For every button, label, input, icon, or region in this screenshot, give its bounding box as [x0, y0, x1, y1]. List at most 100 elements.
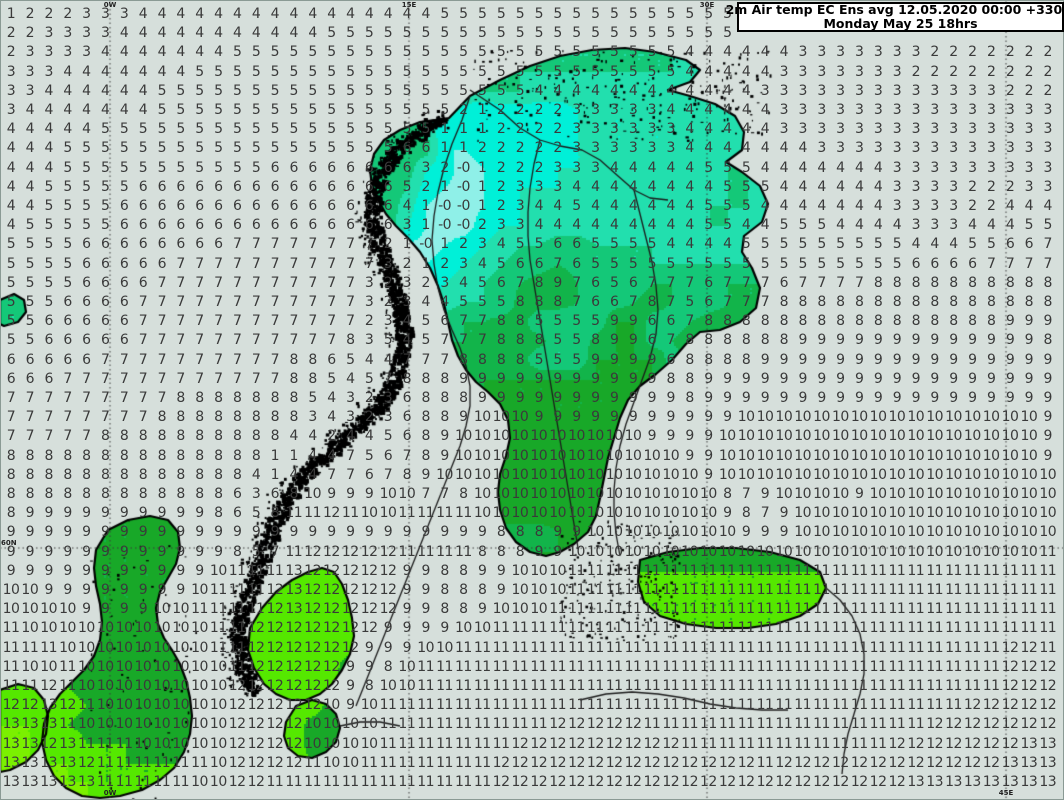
grid-temperature-value: 2 [911, 63, 921, 80]
grid-temperature-value: 3 [101, 25, 110, 42]
grid-temperature-value: 4 [723, 102, 732, 118]
grid-temperature-value: 12 [926, 754, 944, 771]
grid-temperature-value: 10 [605, 428, 623, 445]
grid-temperature-value: 3 [591, 140, 600, 157]
grid-temperature-value: 8 [873, 294, 883, 310]
grid-temperature-value: 5 [383, 82, 393, 99]
grid-temperature-value: 10 [436, 639, 453, 656]
grid-temperature-value: 3 [628, 121, 638, 138]
grid-temperature-value: 4 [685, 217, 694, 234]
grid-temperature-value: 7 [44, 409, 53, 426]
grid-temperature-value: 2 [968, 63, 977, 80]
grid-temperature-value: 11 [454, 716, 472, 733]
grid-temperature-value: 4 [609, 82, 619, 99]
grid-temperature-value: 10 [869, 505, 887, 522]
grid-temperature-value: 3 [986, 121, 996, 138]
grid-temperature-value: 5 [741, 198, 751, 214]
grid-temperature-value: 13 [2, 774, 20, 790]
grid-temperature-value: 9 [628, 332, 638, 349]
grid-temperature-value: 12 [945, 754, 962, 771]
grid-temperature-value: 12 [323, 658, 340, 675]
grid-temperature-value: 5 [251, 82, 261, 99]
grid-temperature-value: 2 [986, 63, 996, 80]
grid-temperature-value: 11 [700, 620, 717, 637]
grid-temperature-value: 8 [779, 313, 789, 330]
grid-temperature-value: 10 [831, 428, 849, 445]
grid-temperature-value: 9 [609, 370, 619, 387]
grid-temperature-value: 8 [760, 332, 770, 349]
grid-temperature-value: 12 [568, 754, 585, 771]
grid-temperature-value: 10 [982, 505, 1000, 522]
grid-temperature-value: 4 [572, 217, 581, 234]
grid-temperature-value: 10 [813, 428, 830, 445]
grid-temperature-value: 8 [138, 486, 148, 502]
grid-temperature-value: 12 [1039, 678, 1057, 694]
grid-temperature-value: 7 [251, 274, 261, 291]
grid-temperature-value: 4 [685, 178, 694, 195]
grid-temperature-value: 1 [421, 198, 430, 214]
grid-temperature-value: 8 [949, 313, 958, 330]
grid-temperature-value: 10 [850, 447, 868, 464]
grid-temperature-value: 11 [756, 562, 774, 579]
grid-temperature-value: 11 [40, 639, 58, 656]
grid-temperature-value: 3 [1005, 159, 1015, 176]
grid-temperature-value: 10 [907, 524, 925, 541]
grid-temperature-value: 6 [1005, 236, 1015, 253]
grid-temperature-value: 11 [209, 582, 227, 598]
grid-temperature-value: 4 [138, 63, 148, 80]
grid-temperature-value: 5 [383, 121, 393, 138]
grid-temperature-value: 5 [553, 25, 562, 42]
grid-temperature-value: 3 [873, 63, 883, 80]
grid-temperature-value: 5 [421, 63, 430, 80]
grid-temperature-value: 6 [949, 255, 958, 272]
grid-temperature-value: 10 [209, 562, 227, 579]
grid-temperature-value: 11 [662, 601, 680, 618]
grid-temperature-value: 1 [421, 255, 430, 272]
grid-temperature-value: 2 [534, 121, 544, 138]
grid-temperature-value: 11 [228, 620, 246, 637]
grid-temperature-value: 2 [949, 63, 958, 80]
grid-temperature-value: 5 [195, 140, 204, 157]
grid-temperature-value: 12 [624, 774, 642, 790]
grid-temperature-value: 4 [591, 82, 600, 99]
grid-temperature-value: 4 [119, 82, 129, 99]
grid-temperature-value: 5 [572, 351, 581, 368]
grid-temperature-value: 8 [930, 294, 939, 310]
grid-temperature-value: 11 [831, 735, 849, 752]
grid-temperature-value: 10 [1020, 505, 1038, 522]
grid-temperature-value: 11 [492, 716, 510, 733]
grid-temperature-value: 11 [869, 639, 887, 656]
grid-temperature-value: 11 [21, 678, 39, 694]
grid-temperature-value: 7 [1024, 255, 1034, 272]
grid-temperature-value: 13 [926, 774, 944, 790]
grid-temperature-value: 8 [459, 582, 468, 598]
grid-temperature-value: 9 [63, 524, 72, 541]
grid-temperature-value: 7 [685, 274, 694, 291]
grid-temperature-value: 10 [134, 716, 152, 733]
grid-temperature-value: 5 [308, 44, 317, 61]
grid-temperature-value: 4 [176, 63, 185, 80]
grid-temperature-value: 11 [492, 735, 510, 752]
grid-temperature-value: 10 [945, 486, 962, 502]
grid-temperature-value: 10 [341, 754, 359, 771]
grid-temperature-value: 5 [760, 255, 770, 272]
grid-temperature-value: 3 [515, 217, 525, 234]
grid-temperature-value: 5 [6, 274, 16, 291]
grid-temperature-value: 11 [775, 716, 793, 733]
grid-temperature-value: 8 [6, 505, 16, 522]
grid-temperature-value: 4 [308, 466, 317, 483]
grid-temperature-value: 12 [869, 774, 887, 790]
grid-temperature-value: 12 [549, 716, 567, 733]
grid-temperature-value: 10 [473, 505, 491, 522]
grid-temperature-value: 9 [82, 543, 91, 560]
grid-temperature-value: 4 [553, 217, 562, 234]
grid-temperature-value: -0 [456, 159, 470, 176]
grid-temperature-value: 7 [232, 313, 242, 330]
grid-temperature-value: 11 [454, 543, 472, 560]
grid-temperature-value: 11 [586, 601, 604, 618]
grid-temperature-value: 3 [949, 178, 958, 195]
grid-temperature-value: 9 [25, 543, 35, 560]
grid-temperature-value: 8 [421, 390, 430, 406]
grid-temperature-value: 4 [986, 217, 996, 234]
grid-temperature-value: 5 [383, 25, 393, 42]
